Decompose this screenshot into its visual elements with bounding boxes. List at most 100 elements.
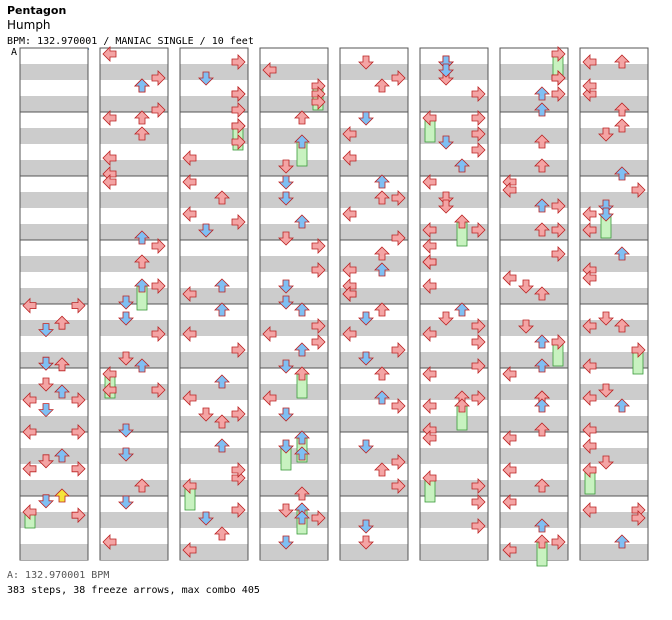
step-arrow xyxy=(534,134,550,149)
beat-stripe xyxy=(340,256,408,272)
step-arrow xyxy=(518,279,534,294)
step-arrow xyxy=(134,78,150,93)
beat-stripe xyxy=(580,128,648,144)
step-arrow xyxy=(231,102,246,118)
step-arrow xyxy=(134,278,150,293)
beat-stripe xyxy=(20,96,88,112)
beat-stripe xyxy=(500,512,568,528)
step-arrow xyxy=(391,190,406,206)
step-arrow xyxy=(422,470,437,486)
step-arrow xyxy=(294,302,310,317)
step-arrow xyxy=(54,448,70,463)
step-arrow xyxy=(502,542,517,558)
beat-stripe xyxy=(260,352,328,368)
step-arrow xyxy=(438,191,454,206)
step-arrow xyxy=(422,326,437,342)
beat-stripe xyxy=(580,352,648,368)
step-arrow xyxy=(214,302,230,317)
beat-stripe xyxy=(180,480,248,496)
beat-stripe xyxy=(340,416,408,432)
beat-stripe xyxy=(100,288,168,304)
step-arrow xyxy=(471,518,486,534)
step-arrow xyxy=(102,366,117,382)
beat-stripe xyxy=(580,512,648,528)
beat-stripe xyxy=(420,160,488,176)
beat-stripe xyxy=(260,256,328,272)
beat-stripe xyxy=(180,352,248,368)
beat-stripe xyxy=(180,544,248,560)
beat-stripe xyxy=(500,192,568,208)
beat-stripe xyxy=(580,544,648,560)
beat-stripe xyxy=(500,416,568,432)
beat-stripe xyxy=(260,480,328,496)
step-arrow xyxy=(438,199,454,214)
step-arrow xyxy=(278,279,294,294)
step-arrow xyxy=(71,424,86,440)
chart-stats: 383 steps, 38 freeze arrows, max combo 4… xyxy=(7,585,260,596)
step-arrow xyxy=(182,150,197,166)
step-arrow xyxy=(118,295,134,310)
beat-stripe xyxy=(580,256,648,272)
beat-stripe xyxy=(340,288,408,304)
step-arrow xyxy=(438,135,454,150)
step-arrow xyxy=(534,422,550,437)
beat-stripe xyxy=(260,320,328,336)
step-arrow xyxy=(534,478,550,493)
step-arrow xyxy=(294,110,310,125)
step-arrow xyxy=(374,462,390,477)
beat-stripe xyxy=(420,256,488,272)
step-arrow xyxy=(582,78,597,94)
step-arrow xyxy=(38,494,54,509)
step-arrow xyxy=(391,478,406,494)
step-arrow xyxy=(214,526,230,541)
step-arrow xyxy=(374,262,390,277)
beat-stripe xyxy=(180,256,248,272)
beat-stripe xyxy=(260,224,328,240)
step-arrow xyxy=(311,238,326,254)
step-arrow xyxy=(214,374,230,389)
step-arrow xyxy=(374,390,390,405)
step-arrow xyxy=(294,486,310,501)
step-arrow xyxy=(358,519,374,534)
beat-stripe xyxy=(580,224,648,240)
step-arrow xyxy=(231,214,246,230)
step-arrow xyxy=(54,384,70,399)
beat-stripe xyxy=(260,544,328,560)
step-arrow xyxy=(342,262,357,278)
beat-stripe xyxy=(20,192,88,208)
beat-stripe xyxy=(260,192,328,208)
step-arrow xyxy=(151,382,166,398)
beat-stripe xyxy=(100,192,168,208)
step-arrow xyxy=(422,254,437,270)
step-arrow xyxy=(294,366,310,381)
beat-stripe xyxy=(180,448,248,464)
step-arrow xyxy=(151,238,166,254)
step-arrow xyxy=(471,142,486,158)
beat-stripe xyxy=(100,64,168,80)
step-arrow xyxy=(278,359,294,374)
beat-stripe xyxy=(340,480,408,496)
beat-stripe xyxy=(500,128,568,144)
step-arrow xyxy=(182,286,197,302)
step-arrow xyxy=(182,478,197,494)
beat-stripe xyxy=(180,288,248,304)
beat-stripe xyxy=(260,416,328,432)
beat-stripe xyxy=(340,544,408,560)
step-arrow xyxy=(151,102,166,118)
step-arrow xyxy=(518,319,534,334)
beat-stripe xyxy=(580,160,648,176)
beat-stripe xyxy=(420,352,488,368)
step-arrow xyxy=(198,71,214,86)
step-arrow xyxy=(22,504,37,520)
step-arrow xyxy=(614,166,630,181)
step-arrow xyxy=(134,230,150,245)
step-arrow xyxy=(551,222,566,238)
step-arrow xyxy=(134,126,150,141)
step-arrow xyxy=(614,318,630,333)
song-name: Humph xyxy=(7,18,51,32)
step-arrow xyxy=(551,534,566,550)
step-arrow xyxy=(471,390,486,406)
step-arrow xyxy=(582,462,597,478)
beat-stripe xyxy=(420,192,488,208)
beat-stripe xyxy=(420,96,488,112)
